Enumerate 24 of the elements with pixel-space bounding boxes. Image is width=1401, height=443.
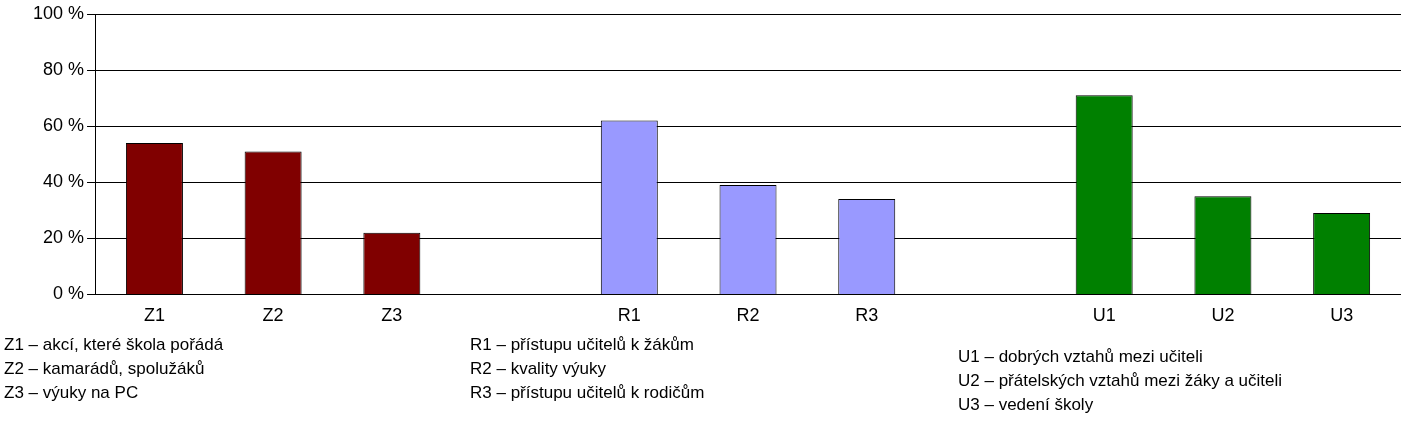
- y-tick-label: 60 %: [43, 115, 85, 136]
- x-tick-label: U1: [1092, 305, 1116, 326]
- x-tick-label: Z3: [381, 305, 403, 326]
- text: Z1 – akcí, které škola pořádá: [4, 334, 224, 356]
- x-tick-label: U2: [1211, 305, 1235, 326]
- x-tick-label: Z2: [262, 305, 284, 326]
- text: Z2 – kamarádů, spolužáků: [4, 358, 206, 380]
- y-tick-label: 20 %: [43, 227, 85, 248]
- text: U1 – dobrých vztahů mezi učiteli: [958, 346, 1204, 368]
- y-tick-label: 0 %: [53, 283, 85, 304]
- text: R2 – kvality výuky: [470, 358, 608, 380]
- text: U3 – vedení školy: [958, 394, 1095, 416]
- x-tick-label: Z1: [143, 305, 165, 326]
- x-tick-label: U3: [1330, 305, 1354, 326]
- text: U2 – přátelských vztahů mezi žáky a učiteli: [958, 370, 1283, 392]
- text: R1 – přístupu učitelů k žákům: [470, 334, 695, 356]
- x-tick-label: R2: [736, 305, 760, 326]
- y-tick-label: 100 %: [32, 2, 85, 23]
- x-tick-label: R1: [617, 305, 641, 326]
- x-tick-label: R3: [855, 305, 879, 326]
- y-tick-label: 80 %: [43, 59, 85, 80]
- text: Z3 – výuky na PC: [4, 382, 140, 404]
- text: R3 – přístupu učitelů k rodičům: [470, 382, 705, 404]
- y-tick-label: 40 %: [43, 171, 85, 192]
